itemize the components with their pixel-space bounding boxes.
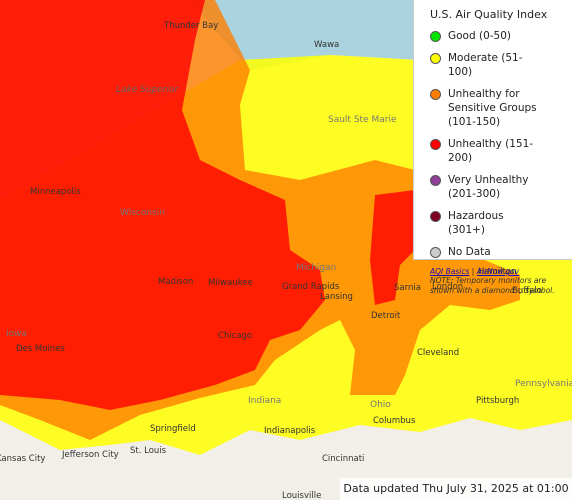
legend-item: Hazardous (301+) xyxy=(430,209,562,237)
map-label: St. Louis xyxy=(130,446,167,456)
legend: U.S. Air Quality Index Good (0-50) Modera… xyxy=(413,0,572,295)
legend-items: Good (0-50) Moderate (51-100) Unhealthy fo… xyxy=(430,29,562,259)
map-label: Pennsylvania xyxy=(515,379,572,389)
legend-swatch xyxy=(430,31,441,42)
legend-item: Unhealthy (151-200) xyxy=(430,137,562,165)
legend-swatch xyxy=(430,89,441,100)
legend-label: Hazardous (301+) xyxy=(448,210,504,236)
legend-label: Moderate (51-100) xyxy=(448,52,523,78)
map-label: Indianapolis xyxy=(264,426,316,436)
map-label: Iowa xyxy=(6,329,27,339)
map-label: Sarnia xyxy=(394,283,421,293)
map-label: Buffalo xyxy=(512,286,542,296)
map-label: Pittsburgh xyxy=(476,396,519,406)
legend-label: Unhealthy (151-200) xyxy=(448,138,534,164)
zone-unhealthy xyxy=(0,0,325,410)
map-label: Ohio xyxy=(370,400,391,410)
map-label: Springfield xyxy=(150,424,196,434)
legend-label: Very Unhealthy (201-300) xyxy=(448,174,529,200)
legend-swatch xyxy=(430,211,441,222)
link[interactable]: AirNow.gov xyxy=(476,267,520,276)
legend-item: Moderate (51-100) xyxy=(430,51,562,79)
link[interactable]: AQI Basics xyxy=(430,267,470,276)
map-label: Cincinnati xyxy=(322,454,364,464)
legend-item: Unhealthy for Sensitive Groups (101-150) xyxy=(430,87,562,129)
map-label: Madison xyxy=(158,277,193,287)
map-label: Grand Rapids xyxy=(282,282,340,292)
map-label: Jefferson City xyxy=(61,450,119,460)
map-label: London xyxy=(432,282,463,292)
legend-item: Very Unhealthy (201-300) xyxy=(430,173,562,201)
legend-label: No Data xyxy=(448,246,491,258)
map-label: Des Moines xyxy=(16,344,65,354)
map-label: Sault Ste Marie xyxy=(328,115,397,125)
map-label: Detroit xyxy=(371,311,401,321)
legend-swatch xyxy=(430,139,441,150)
legend-title: U.S. Air Quality Index xyxy=(430,8,548,21)
map-label: Indiana xyxy=(248,396,281,406)
map-label: Thunder Bay xyxy=(163,21,218,31)
legend-swatch xyxy=(430,53,441,64)
map-label: Chicago xyxy=(218,331,252,341)
legend-note: NOTE: Temporary monitors are shown with … xyxy=(430,276,555,295)
legend-item: No Data xyxy=(430,245,562,259)
map-label: Cleveland xyxy=(417,348,459,358)
map-label: Kansas City xyxy=(0,454,45,464)
map-label: Louisville xyxy=(282,491,321,500)
legend-links: AQI Basics | AirNow.gov xyxy=(430,267,520,276)
legend-label: Unhealthy for Sensitive Groups (101-150) xyxy=(448,88,537,128)
legend-item: Good (0-50) xyxy=(430,29,562,43)
map-label: Minneapolis xyxy=(30,187,81,197)
footer: Data updated Thu July 31, 2025 at 01:00 … xyxy=(340,478,572,500)
zone-unhealthy xyxy=(370,190,415,305)
map-label: Milwaukee xyxy=(208,278,253,288)
legend-swatch xyxy=(430,175,441,186)
map-label: Wawa xyxy=(314,40,339,50)
map-label: Columbus xyxy=(373,416,416,426)
legend-swatch xyxy=(430,247,441,258)
map-label: Lake Superior xyxy=(116,85,180,95)
map-label: Wisconsin xyxy=(120,208,165,218)
lake-superior xyxy=(190,0,420,70)
map-label: Michigan xyxy=(296,263,336,273)
legend-label: Good (0-50) xyxy=(448,30,512,42)
map-label: Lansing xyxy=(320,292,353,302)
map-label: Hamilton xyxy=(478,267,517,277)
